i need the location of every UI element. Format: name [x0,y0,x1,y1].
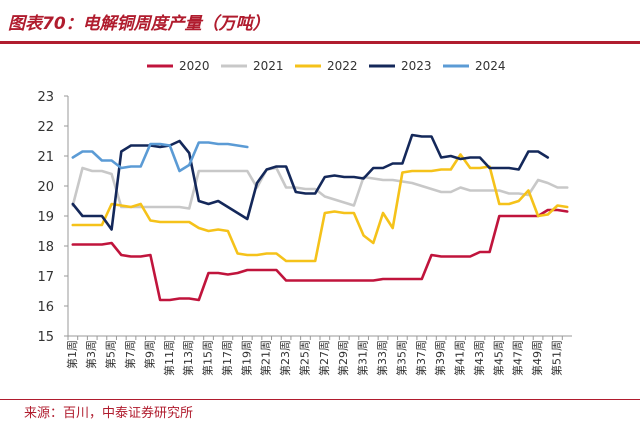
series-line-2023 [71,133,550,231]
legend-label-2024: 2024 [475,59,506,73]
source-rule [0,399,640,400]
x-tick-label: 第51周 [549,340,563,376]
figure-title: 图表70：电解铜周度产量（万吨） [8,14,270,34]
x-tick-label: 第43周 [472,340,486,376]
x-tick-label: 第13周 [181,340,195,376]
legend-label-2021: 2021 [253,59,284,73]
x-tick-label: 第41周 [453,340,467,376]
x-tick-label: 第1周 [65,340,79,369]
y-tick-label: 19 [37,210,54,225]
y-tick-label: 20 [37,180,54,195]
y-tick-label: 16 [37,300,54,315]
x-tick-label: 第45周 [491,340,505,376]
x-tick-label: 第29周 [336,340,350,376]
x-tick-label: 第9周 [142,340,156,369]
legend: 2020 2021 2022 2023 2024 [147,59,506,73]
x-tick-label: 第35周 [394,340,408,376]
x-tick-label: 第11周 [162,340,176,376]
y-tick-label: 22 [37,120,54,135]
source-note: 来源：百川，中泰证券研究所 [24,406,194,421]
y-tick-label: 23 [37,90,54,105]
x-tick-label: 第7周 [123,340,137,369]
y-tick-label: 15 [37,330,54,345]
x-tick-label: 第3周 [84,340,98,369]
legend-label-2023: 2023 [401,59,432,73]
x-tick-label: 第39周 [433,340,447,376]
x-tick-label: 第49周 [530,340,544,376]
series-line-2021 [71,166,569,210]
x-axis: 第1周 第3周 第5周 第7周 第9周 第11周 第13周 第15周 第17周 第19周 第21周第… [65,335,572,376]
x-tick-label: 第27周 [317,340,331,376]
x-tick-label: 第37周 [414,340,428,376]
x-tick-label: 第47周 [511,340,525,376]
y-tick-label: 18 [37,240,54,255]
x-tick-label: 第25周 [297,340,311,376]
y-tick-label: 17 [37,270,54,285]
legend-label-2022: 2022 [327,59,358,73]
y-axis: 15 16 17 18 19 20 21 22 23 [37,90,69,345]
x-tick-label: 第33周 [375,340,389,376]
x-tick-label: 第23周 [278,340,292,376]
series-layer [71,133,569,302]
x-tick-label: 第17周 [220,340,234,376]
series-line-2024 [71,141,249,173]
y-tick-label: 21 [37,150,54,165]
title-rule [0,41,640,44]
x-tick-label: 第5周 [104,340,118,369]
x-tick-label: 第15周 [201,340,215,376]
line-chart: 2020 2021 2022 2023 2024 151617181920212223 … [37,59,572,376]
series-line-2022 [71,153,569,263]
x-tick-label: 第19周 [239,340,253,376]
x-tick-label: 第21周 [259,340,273,376]
series-line-2020 [71,208,569,302]
legend-label-2020: 2020 [179,59,210,73]
x-tick-label: 第31周 [356,340,370,376]
